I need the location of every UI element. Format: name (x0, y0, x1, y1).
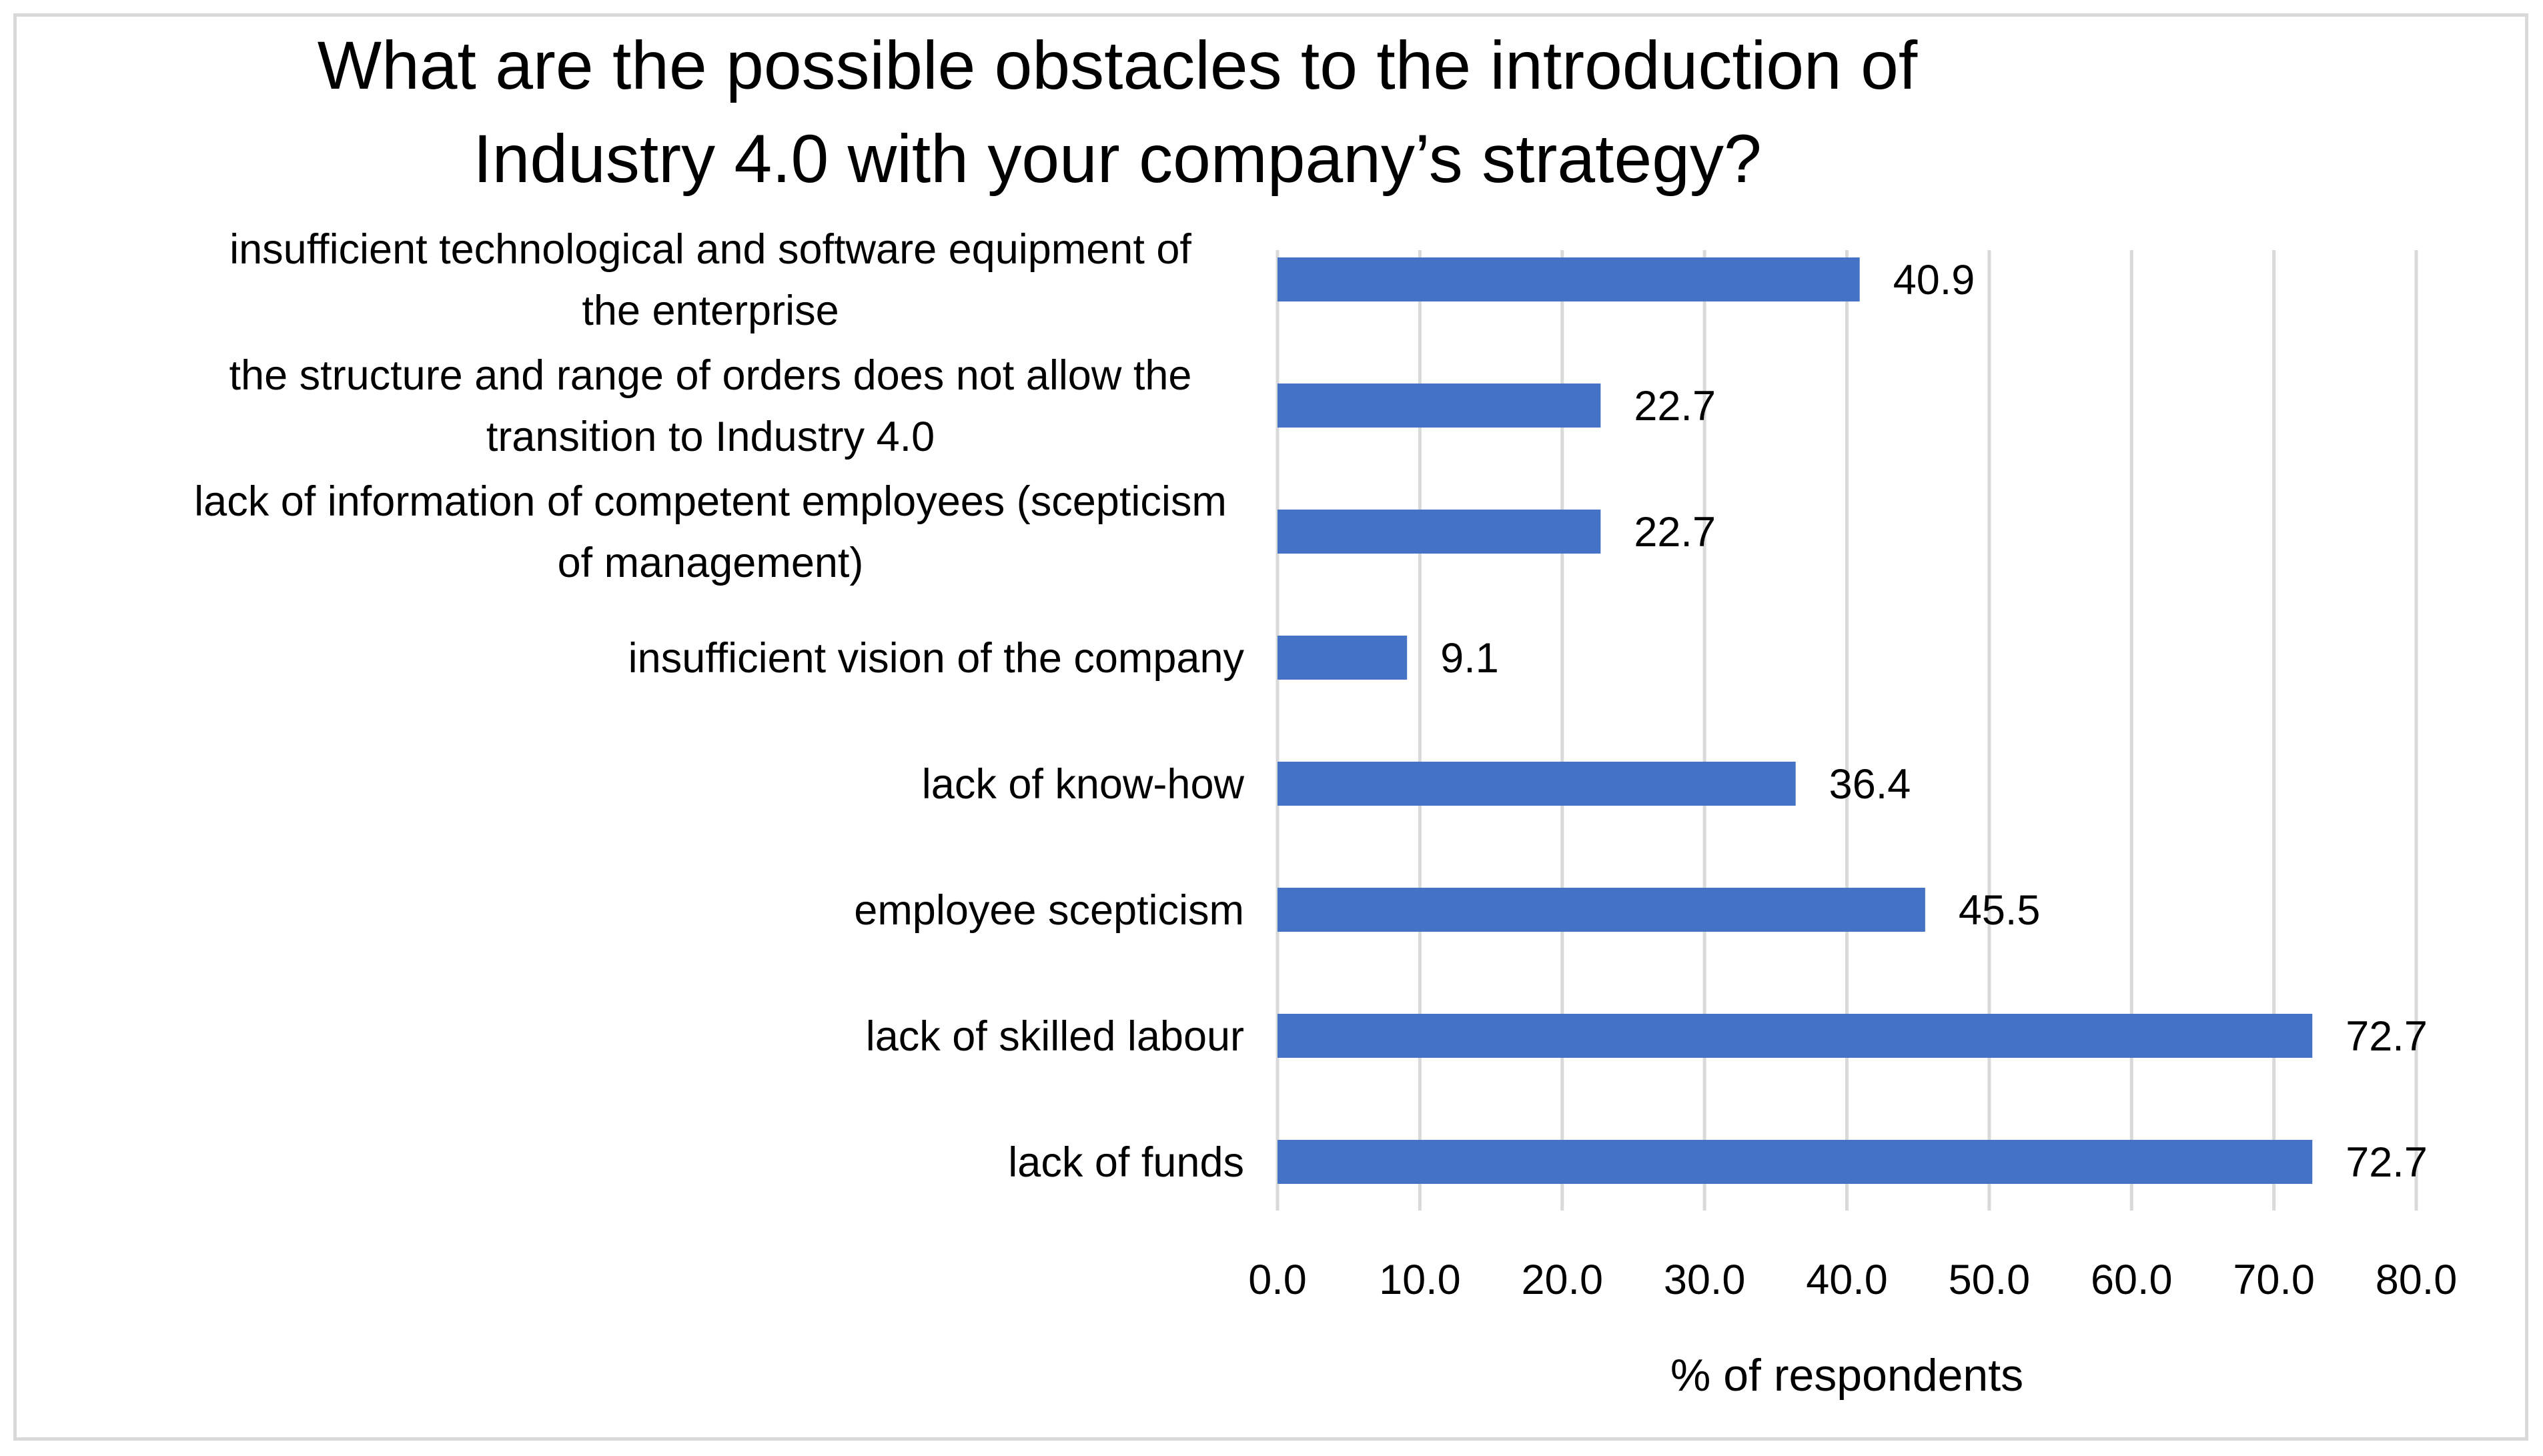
category-label: lack of information of competent employe… (194, 478, 1227, 525)
x-tick-label: 80.0 (2376, 1257, 2458, 1303)
category-label: transition to Industry 4.0 (486, 414, 935, 460)
chart-frame: What are the possible obstacles to the i… (13, 13, 2528, 1441)
data-label: 9.1 (1440, 635, 1499, 682)
chart-title-line: What are the possible obstacles to the i… (318, 27, 1918, 103)
bars (1278, 257, 2313, 1184)
bar (1278, 888, 1925, 932)
data-label: 72.7 (2346, 1139, 2428, 1186)
x-tick-labels: 0.0 10.0 20.0 30.0 40.0 50.0 60.0 70.0 80.0 (1248, 1257, 2457, 1303)
x-tick-label: 10.0 (1379, 1257, 1461, 1303)
bar (1278, 384, 1601, 428)
category-label: the enterprise (582, 287, 839, 334)
bar (1278, 636, 1408, 680)
category-labels: insufficient technological and software … (194, 226, 1244, 1186)
category-label: of management) (558, 540, 864, 586)
x-tick-label: 60.0 (2091, 1257, 2173, 1303)
data-label: 36.4 (1829, 761, 1911, 808)
bar (1278, 1140, 2313, 1184)
x-tick-label: 30.0 (1664, 1257, 1746, 1303)
x-tick-label: 40.0 (1806, 1257, 1888, 1303)
data-labels: 40.9 22.7 22.7 9.1 36.4 45.5 72.7 72.7 (1440, 257, 2428, 1186)
category-label: the structure and range of orders does n… (229, 352, 1192, 399)
x-axis-title: % of respondents (1670, 1350, 2023, 1401)
category-label: insufficient technological and software … (229, 226, 1191, 273)
x-tick-label: 0.0 (1248, 1257, 1307, 1303)
x-tick-label: 20.0 (1521, 1257, 1603, 1303)
chart-title-line: Industry 4.0 with your company’s strateg… (473, 121, 1761, 197)
bar (1278, 257, 1860, 301)
category-label: lack of funds (1008, 1139, 1244, 1186)
data-label: 22.7 (1634, 383, 1716, 430)
data-label: 45.5 (1959, 887, 2041, 934)
data-label: 40.9 (1893, 257, 1975, 303)
chart-title: What are the possible obstacles to the i… (318, 27, 1918, 197)
bar (1278, 510, 1601, 554)
data-label: 72.7 (2346, 1013, 2428, 1060)
category-label: lack of skilled labour (866, 1013, 1244, 1060)
bar-chart: What are the possible obstacles to the i… (194, 27, 2457, 1401)
x-tick-label: 50.0 (1949, 1257, 2031, 1303)
category-label: employee scepticism (854, 887, 1244, 934)
x-tick-label: 70.0 (2233, 1257, 2315, 1303)
bar (1278, 762, 1796, 806)
data-label: 22.7 (1634, 509, 1716, 556)
category-label: lack of know-how (922, 761, 1245, 808)
bar (1278, 1014, 2313, 1058)
category-label: insufficient vision of the company (628, 635, 1245, 682)
